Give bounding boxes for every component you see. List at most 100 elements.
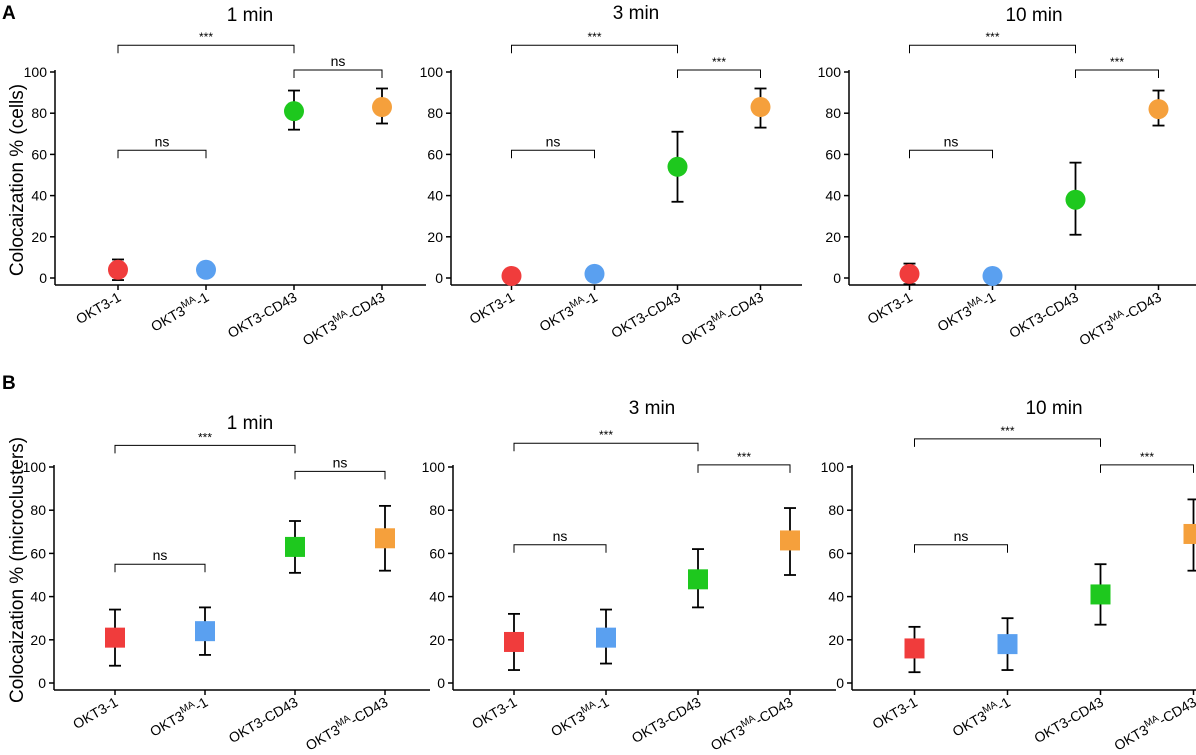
x-tick-label: OKT3-1 [865, 289, 916, 327]
y-tick-label: 60 [30, 545, 46, 561]
chart-6: 10 min 0 20 40 60 80 100 OKT3-1 OKT3MA-1 OKT3-CD4… [821, 398, 1196, 754]
data-point [284, 101, 304, 122]
x-tick-label: OKT3-CD43 [225, 289, 300, 341]
y-tick-label: 80 [825, 105, 841, 121]
x-tick-label-suffix: -CD43 [640, 289, 683, 323]
chart-title: 3 min [613, 3, 659, 24]
data-point [904, 638, 925, 659]
x-tick-label: OKT3MA-1 [536, 288, 600, 335]
x-tick-label: OKT3-1 [70, 694, 121, 732]
chart-title: 10 min [1005, 5, 1062, 26]
significance-label: *** [599, 428, 613, 442]
x-tick-label-suffix: -CD43 [257, 694, 300, 728]
y-tick-label: 40 [825, 188, 841, 204]
chart-3: 10 min 0 20 40 60 80 100 OKT3-1 OKT3MA-1OKT3-CD4… [818, 5, 1196, 349]
chart-title: 1 min [227, 5, 273, 26]
data-point [688, 569, 708, 590]
x-tick-label-suffix: -1 [979, 289, 998, 309]
x-tick-label: OKT3-1 [73, 289, 124, 327]
x-tick-label-suffix: -CD43 [1121, 289, 1164, 323]
y-tick-label: 0 [38, 675, 46, 691]
data-point [667, 156, 688, 177]
y-tick-label: 40 [30, 589, 46, 605]
significance-label: ns [155, 133, 170, 149]
x-tick-label-suffix: -1 [994, 694, 1013, 714]
significance-label: ns [153, 547, 168, 563]
y-tick-label: 80 [30, 502, 46, 518]
x-tick-label: OKT3MA-CD43 [1111, 693, 1196, 754]
data-point [750, 97, 771, 118]
y-tick-label: 20 [31, 229, 47, 245]
data-point [105, 627, 125, 648]
data-point [372, 97, 392, 118]
y-tick-label: 60 [429, 545, 445, 561]
x-tick-label-suffix: -CD43 [344, 289, 387, 323]
significance-label: ns [553, 528, 568, 544]
y-tick-label: 0 [836, 675, 844, 691]
significance-label: ns [333, 454, 348, 470]
data-point [584, 263, 605, 284]
significance-label: *** [712, 55, 726, 69]
significance-bracket [114, 563, 206, 573]
row-a-y-axis-label: Colocaization % (cells) [7, 84, 28, 276]
y-tick-label: 20 [828, 632, 844, 648]
y-tick-label: 40 [427, 188, 443, 204]
data-point [504, 631, 524, 652]
y-tick-label: 20 [825, 229, 841, 245]
x-tick-label-suffix: -CD43 [660, 694, 703, 728]
y-tick-label: 80 [31, 105, 47, 121]
data-point [195, 621, 215, 642]
significance-label: *** [1110, 55, 1124, 69]
chart-title: 3 min [629, 398, 675, 419]
data-point [1183, 523, 1196, 544]
significance-bracket [1075, 69, 1159, 78]
significance-bracket [511, 149, 595, 159]
y-tick-label: 0 [435, 270, 443, 286]
significance-bracket [1100, 464, 1194, 473]
data-point [982, 265, 1003, 286]
y-tick-label: 20 [427, 229, 443, 245]
significance-label: *** [985, 30, 999, 44]
x-tick-label: OKT3MA-CD43 [299, 288, 387, 349]
data-point [1065, 189, 1086, 210]
x-tick-label-suffix: -CD43 [256, 289, 299, 323]
significance-bracket [511, 44, 678, 54]
y-tick-label: 0 [437, 675, 445, 691]
significance-label: *** [199, 30, 213, 44]
significance-label: ns [944, 133, 959, 149]
x-tick-label: OKT3MA-CD43 [302, 693, 390, 754]
data-point [596, 627, 616, 648]
x-tick-label: OKT3MA-CD43 [707, 693, 795, 754]
x-tick-label: OKT3MA-1 [148, 288, 212, 335]
significance-bracket [697, 464, 791, 473]
data-point [108, 259, 128, 280]
x-tick-label-suffix: -CD43 [1063, 694, 1106, 728]
x-tick-label: OKT3-1 [469, 694, 520, 732]
x-tick-label: OKT3MA-1 [548, 693, 612, 740]
x-tick-label-suffix: -CD43 [723, 289, 766, 323]
significance-bracket [294, 470, 386, 480]
significance-bracket [513, 544, 607, 553]
y-tick-label: 60 [427, 146, 443, 162]
x-tick-label: OKT3-CD43 [1031, 694, 1106, 746]
significance-bracket [117, 149, 207, 159]
y-tick-label: 0 [833, 270, 841, 286]
chart-5: 3 min 0 20 40 60 80 100 OKT3-1 OKT3MA-1 OKT3-CD43… [422, 398, 836, 754]
significance-label: ns [546, 133, 561, 149]
y-tick-label: 80 [828, 502, 844, 518]
x-tick-label: OKT3MA-CD43 [678, 288, 766, 349]
x-tick-label-suffix: -CD43 [1038, 289, 1081, 323]
chart-1: 1 min 0 20 40 60 80 100 OKT3-1 OKT3MA-1 OKT3-CD43… [24, 5, 426, 349]
y-tick-label: 40 [31, 188, 47, 204]
chart-title: 1 min [227, 413, 273, 434]
significance-bracket [114, 444, 296, 454]
y-tick-label: 0 [39, 270, 47, 286]
y-tick-label: 100 [23, 459, 47, 475]
significance-label: *** [1000, 424, 1014, 438]
data-point [780, 530, 800, 551]
y-tick-label: 100 [422, 459, 446, 475]
y-tick-label: 60 [828, 545, 844, 561]
significance-label: ns [331, 53, 346, 69]
y-tick-label: 40 [429, 589, 445, 605]
